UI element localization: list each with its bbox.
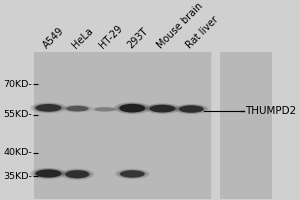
Ellipse shape	[115, 169, 150, 179]
Ellipse shape	[33, 103, 64, 112]
Ellipse shape	[63, 169, 92, 179]
Bar	[220, 52, 272, 199]
Ellipse shape	[94, 107, 115, 111]
Ellipse shape	[179, 105, 204, 113]
Ellipse shape	[66, 106, 88, 111]
Ellipse shape	[179, 105, 204, 113]
Ellipse shape	[117, 103, 148, 113]
Text: Mouse brain: Mouse brain	[155, 1, 205, 50]
Text: Rat liver: Rat liver	[184, 14, 220, 50]
Ellipse shape	[120, 170, 145, 178]
Ellipse shape	[114, 102, 151, 114]
Ellipse shape	[90, 106, 119, 112]
Text: 70KD-: 70KD-	[3, 80, 32, 89]
Text: 55KD-: 55KD-	[3, 110, 32, 119]
Bar	[34, 52, 214, 199]
Ellipse shape	[64, 105, 91, 112]
Ellipse shape	[119, 104, 146, 112]
Ellipse shape	[174, 104, 209, 114]
Ellipse shape	[60, 169, 94, 180]
Ellipse shape	[65, 170, 89, 178]
Ellipse shape	[117, 170, 147, 178]
Ellipse shape	[35, 169, 62, 178]
Text: HeLa: HeLa	[70, 26, 95, 50]
Ellipse shape	[147, 104, 178, 113]
Ellipse shape	[92, 107, 117, 112]
Ellipse shape	[65, 170, 89, 178]
Ellipse shape	[120, 170, 145, 178]
Ellipse shape	[149, 105, 176, 112]
Ellipse shape	[66, 106, 88, 111]
Ellipse shape	[176, 105, 206, 113]
Text: HT-29: HT-29	[98, 23, 125, 50]
Ellipse shape	[33, 169, 64, 178]
Ellipse shape	[144, 103, 181, 114]
Ellipse shape	[94, 107, 115, 111]
Ellipse shape	[35, 169, 62, 178]
Ellipse shape	[149, 105, 176, 112]
Ellipse shape	[30, 102, 67, 113]
Ellipse shape	[35, 104, 62, 112]
Ellipse shape	[119, 104, 146, 112]
Ellipse shape	[30, 168, 67, 179]
Ellipse shape	[35, 104, 62, 112]
Text: 40KD-: 40KD-	[3, 148, 32, 157]
Text: A549: A549	[41, 26, 66, 50]
Ellipse shape	[62, 105, 93, 113]
Text: 35KD-: 35KD-	[3, 172, 32, 181]
Text: THUMPD2: THUMPD2	[245, 106, 296, 116]
Text: 293T: 293T	[125, 26, 150, 50]
